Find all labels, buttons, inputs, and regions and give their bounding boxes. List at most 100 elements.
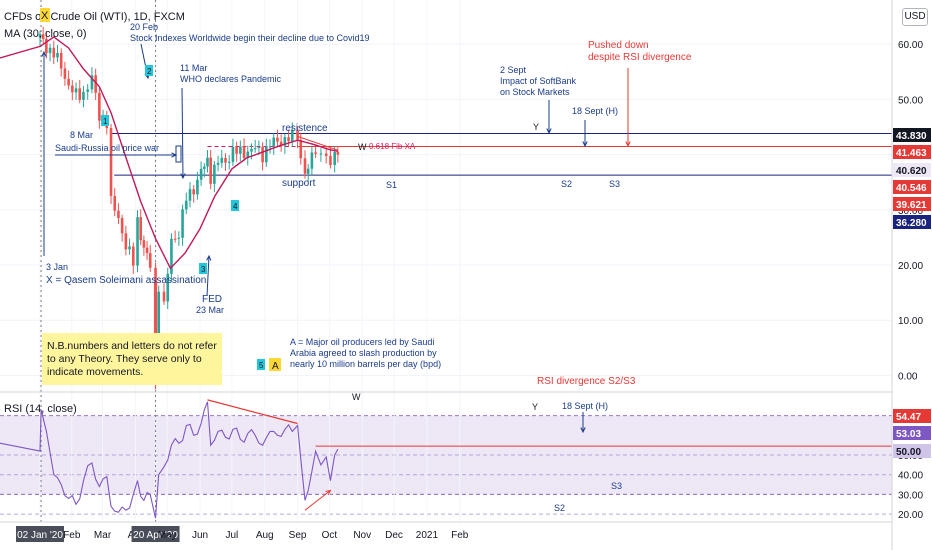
candle-body bbox=[209, 157, 212, 184]
price-tag: 39.621 bbox=[896, 200, 927, 211]
candle-body bbox=[173, 238, 177, 240]
price-tag: 41.463 bbox=[896, 148, 927, 159]
candle-body bbox=[279, 141, 283, 146]
price-tag-bg bbox=[893, 145, 931, 159]
event-vertical-lines bbox=[40, 0, 157, 522]
note-line2: to any Theory. They serve only to bbox=[47, 353, 202, 365]
time-tick-label: Jul bbox=[225, 530, 238, 541]
rsi-tick-label: 30.00 bbox=[898, 490, 923, 501]
trend-rsi-S2-S3 bbox=[304, 490, 331, 511]
candle-body bbox=[206, 157, 209, 167]
candle-body bbox=[287, 137, 290, 142]
arrow-11mar bbox=[181, 87, 184, 179]
candle-body bbox=[220, 157, 224, 163]
candle-body bbox=[67, 78, 70, 86]
annotation-A-line2: Arabia agreed to slash production by bbox=[290, 348, 437, 358]
time-tick-label: 02 Jan '20 bbox=[17, 530, 63, 541]
candle-body bbox=[299, 139, 303, 159]
price-tick-label: 30.00 bbox=[898, 206, 923, 217]
label-S1: S1 bbox=[386, 180, 397, 190]
candle-body bbox=[109, 128, 113, 196]
note-line3: indicate movements. bbox=[47, 366, 143, 378]
candle-body bbox=[213, 164, 216, 184]
annotation-pushed-line1: Pushed down bbox=[588, 40, 649, 51]
annotation-fed-date: 23 Mar bbox=[196, 305, 224, 315]
label-support: support bbox=[282, 178, 316, 189]
ma-legend: MA (30, close, 0) bbox=[4, 28, 87, 40]
candle-body bbox=[246, 151, 250, 158]
wave-1-label: 1 bbox=[103, 117, 108, 126]
rsi-label-Y: Y bbox=[532, 402, 538, 412]
wave-2-badge bbox=[145, 65, 153, 76]
price-tags: 43.830 41.463 40.620 40.546 39.621 36.280 54.4… bbox=[893, 128, 931, 458]
candle-body bbox=[314, 152, 317, 154]
label-W: W bbox=[358, 142, 367, 152]
candle-body bbox=[41, 34, 45, 39]
candle-body bbox=[124, 233, 128, 250]
candle-body bbox=[162, 291, 166, 302]
A-badge bbox=[269, 358, 281, 371]
wave-3-label: 3 bbox=[201, 265, 206, 274]
candle-body bbox=[56, 52, 59, 58]
rsi-label-S2: S2 bbox=[554, 503, 565, 513]
candle-body bbox=[196, 179, 199, 195]
candle-body bbox=[181, 209, 184, 238]
time-tick-label: 2021 bbox=[416, 530, 439, 541]
annotation-18sept: 18 Sept (H) bbox=[572, 106, 618, 116]
annotation-rsi-divergence: RSI divergence S2/S3 bbox=[537, 376, 636, 387]
candle-body bbox=[177, 237, 181, 239]
candle-body bbox=[261, 146, 264, 163]
annotation-11mar-text: WHO declares Pandemic bbox=[180, 74, 282, 84]
candle-body bbox=[86, 89, 89, 92]
candle-body bbox=[199, 168, 203, 180]
x-marker bbox=[40, 8, 50, 22]
ma-30-line bbox=[0, 36, 339, 270]
candle-body bbox=[117, 210, 120, 219]
rsi-tick-label: 40.00 bbox=[898, 471, 923, 482]
marker-8mar bbox=[175, 145, 182, 163]
candle-body bbox=[235, 146, 238, 154]
A-label: A bbox=[272, 361, 279, 372]
candle-body bbox=[329, 155, 332, 165]
currency-button[interactable]: USD bbox=[902, 8, 928, 26]
price-tag: 40.620 bbox=[896, 166, 927, 177]
candle-body bbox=[257, 146, 261, 149]
candle-body bbox=[71, 85, 74, 93]
candle-body bbox=[153, 281, 158, 365]
candle-body bbox=[296, 130, 299, 140]
candle-body bbox=[224, 157, 227, 163]
wave-4-label: 4 bbox=[233, 202, 238, 211]
price-tick-label: 20.00 bbox=[898, 261, 923, 272]
rsi-tag: 53.03 bbox=[896, 429, 921, 440]
candlesticks bbox=[38, 26, 340, 390]
price-tick-label: 50.00 bbox=[898, 95, 923, 106]
candle-body bbox=[128, 246, 131, 250]
candle-body bbox=[142, 240, 146, 248]
rsi-tag-bg bbox=[893, 444, 931, 458]
arrow-2sept-head bbox=[546, 128, 552, 135]
label-resistence: resistence bbox=[282, 123, 328, 134]
x-marker-label: X bbox=[41, 10, 49, 22]
candle-body bbox=[276, 137, 279, 142]
candle-body bbox=[188, 189, 192, 201]
candle-body bbox=[283, 137, 287, 146]
candle-body bbox=[192, 189, 195, 195]
candle-body bbox=[59, 52, 63, 69]
note-line1: N.B.numbers and letters do not refer bbox=[47, 340, 217, 352]
annotation-3jan-date: 3 Jan bbox=[46, 262, 68, 272]
candle-body bbox=[306, 168, 310, 174]
candle-body bbox=[319, 153, 323, 155]
time-tick-label: Feb bbox=[63, 530, 81, 541]
time-axis-ticks: 02 Jan '20FebMarApr20 Apr '20MayJunJulAu… bbox=[16, 526, 469, 542]
time-tick-label: Dec bbox=[385, 530, 403, 541]
candle-body bbox=[145, 247, 149, 254]
annotation-8mar-date: 8 Mar bbox=[70, 130, 93, 140]
annotation-3jan-text: X = Qasem Soleimani assassination bbox=[46, 275, 206, 286]
wave-5-label: 5 bbox=[259, 361, 264, 370]
wave-2-label: 2 bbox=[147, 67, 152, 76]
rsi-tick-label: 20.00 bbox=[898, 510, 923, 521]
arrow-fed-head bbox=[206, 254, 212, 261]
rsi-tag: 54.47 bbox=[896, 412, 921, 423]
candle-body bbox=[82, 91, 85, 100]
candle-body bbox=[253, 148, 257, 150]
